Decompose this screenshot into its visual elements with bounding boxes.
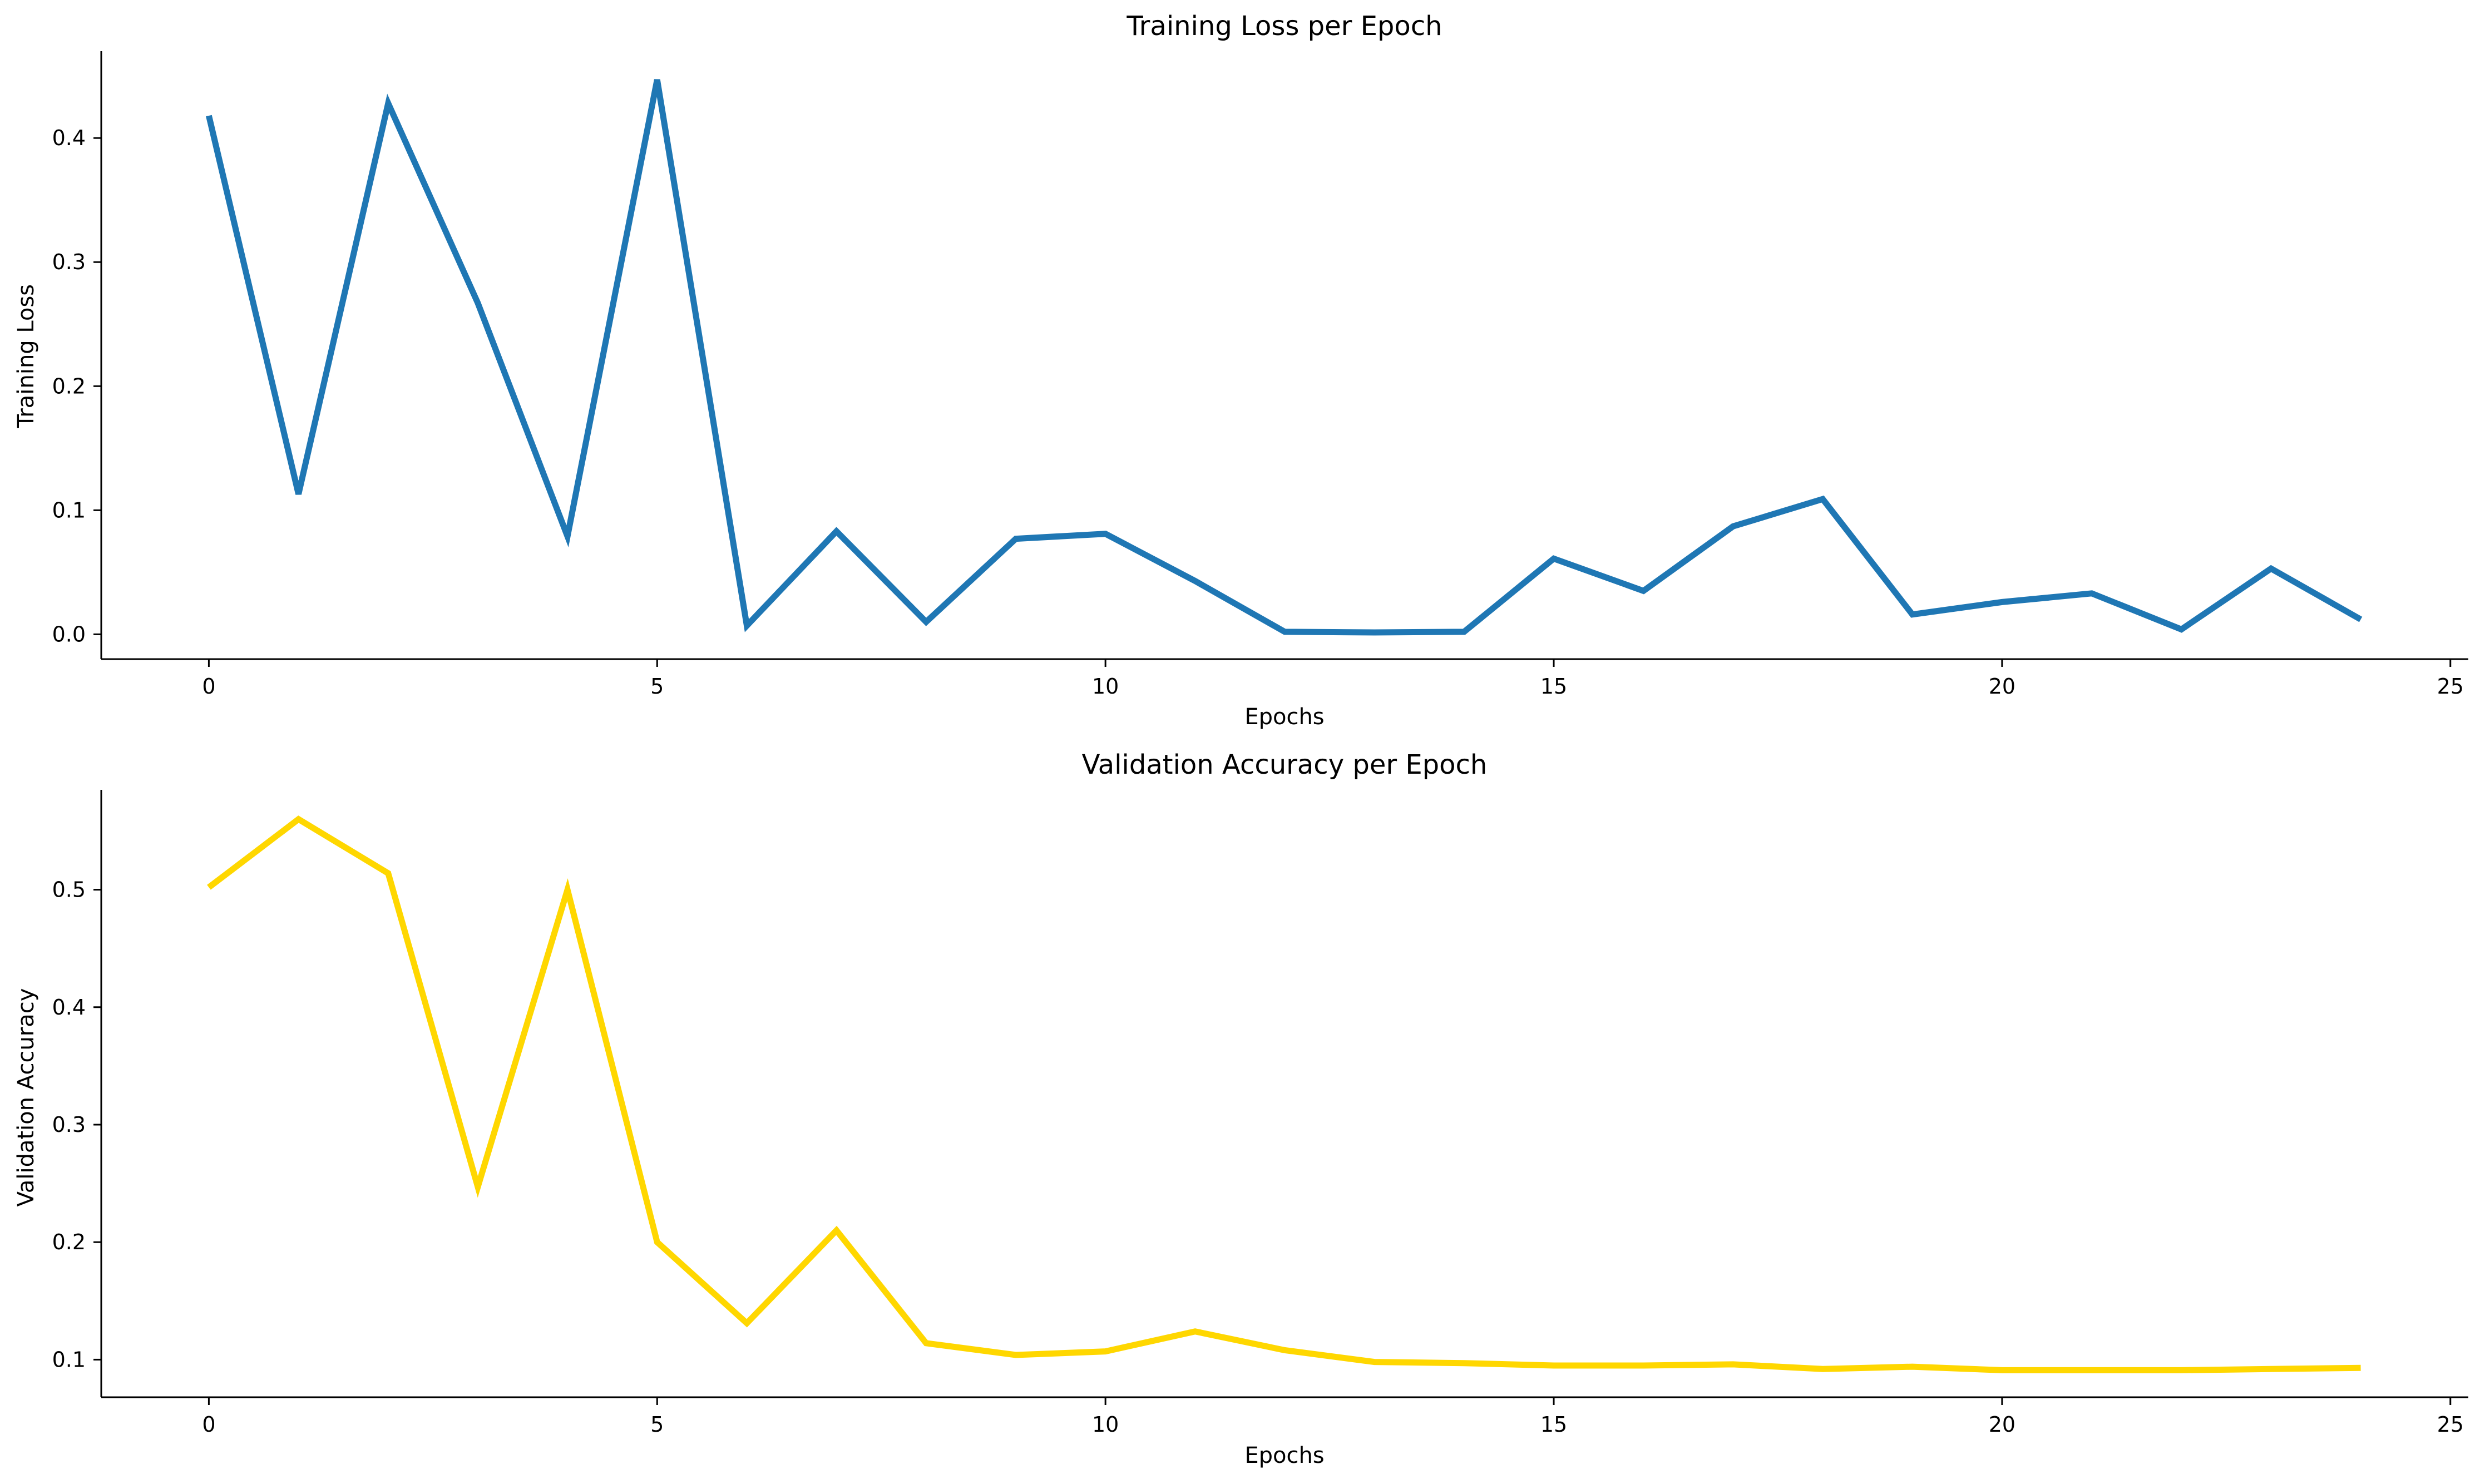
- training-loss-plot-area: 0 5 10 15 20 25 0.0 0.1 0.2 0.3 0.4: [52, 51, 2468, 699]
- training-loss-x-tick-label: 25: [2437, 674, 2464, 699]
- validation-accuracy-x-axis-label: Epochs: [1244, 1443, 1324, 1468]
- validation-accuracy-x-tick-label: 5: [650, 1412, 664, 1437]
- validation-accuracy-chart: Validation Accuracy per Epoch Epochs Val…: [13, 749, 2468, 1468]
- training-loss-x-tick-label: 15: [1540, 674, 1567, 699]
- validation-accuracy-series-line: [207, 815, 2361, 1373]
- validation-accuracy-y-tick-label: 0.4: [52, 995, 86, 1020]
- validation-accuracy-y-tick-label: 0.1: [52, 1347, 86, 1372]
- training-loss-y-tick-label: 0.3: [52, 250, 86, 274]
- training-loss-y-tick-label: 0.2: [52, 374, 86, 398]
- validation-accuracy-y-axis-label: Validation Accuracy: [13, 988, 39, 1207]
- training-loss-x-axis-label: Epochs: [1244, 704, 1324, 730]
- training-loss-x-tick-label: 10: [1092, 674, 1119, 699]
- training-loss-title: Training Loss per Epoch: [1126, 11, 1442, 42]
- training-loss-y-tick-label: 0.1: [52, 498, 86, 522]
- validation-accuracy-title: Validation Accuracy per Epoch: [1082, 749, 1488, 780]
- validation-accuracy-plot-area: 0 5 10 15 20 25 0.1 0.2 0.3 0.4 0.5: [52, 790, 2468, 1437]
- training-loss-chart: Training Loss per Epoch Epochs Training …: [13, 11, 2468, 730]
- training-loss-x-tick-label: 5: [650, 674, 664, 699]
- validation-accuracy-x-tick-label: 20: [1989, 1412, 2015, 1437]
- validation-accuracy-x-tick-label: 10: [1092, 1412, 1119, 1437]
- training-loss-y-tick-label: 0.4: [52, 126, 86, 150]
- training-loss-series-line: [206, 79, 2363, 636]
- validation-accuracy-y-tick-label: 0.3: [52, 1112, 86, 1137]
- validation-accuracy-x-tick-label: 0: [202, 1412, 215, 1437]
- training-loss-x-tick-label: 0: [202, 674, 215, 699]
- training-loss-y-tick-label: 0.0: [52, 622, 86, 646]
- training-loss-y-axis-label: Training Loss: [13, 284, 39, 428]
- validation-accuracy-y-tick-label: 0.2: [52, 1230, 86, 1254]
- validation-accuracy-y-tick-label: 0.5: [52, 878, 86, 902]
- validation-accuracy-x-tick-label: 25: [2437, 1412, 2464, 1437]
- training-loss-x-tick-label: 20: [1989, 674, 2015, 699]
- validation-accuracy-x-tick-label: 15: [1540, 1412, 1567, 1437]
